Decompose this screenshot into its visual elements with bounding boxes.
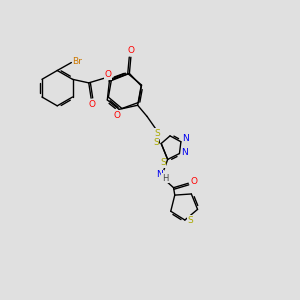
Text: S: S (153, 137, 159, 146)
Text: S: S (188, 215, 194, 224)
Text: O: O (190, 177, 197, 186)
Text: S: S (160, 158, 166, 167)
Text: O: O (113, 111, 120, 120)
Text: N: N (182, 148, 188, 158)
Text: N: N (182, 134, 189, 143)
Text: O: O (128, 46, 135, 55)
Text: O: O (104, 70, 111, 79)
Text: Br: Br (72, 57, 82, 66)
Text: O: O (88, 100, 95, 109)
Text: H: H (162, 174, 168, 183)
Text: N: N (156, 170, 163, 179)
Text: S: S (154, 129, 160, 138)
